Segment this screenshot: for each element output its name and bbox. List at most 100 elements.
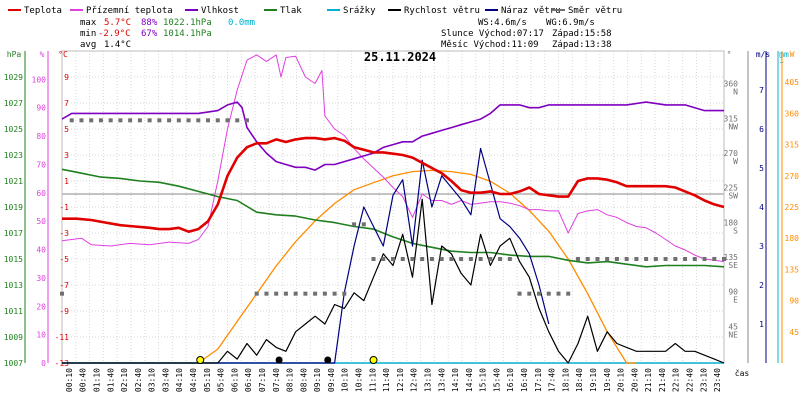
series-solar: [197, 169, 637, 364]
stats-max-temp: 5.7°C: [104, 18, 131, 28]
tick-humidity: 90: [36, 104, 46, 113]
tick-time: 19:10: [589, 368, 598, 392]
tick-time: 23:10: [699, 368, 708, 392]
tick-direction: 45: [728, 322, 738, 331]
wind-direction-point: [293, 291, 298, 296]
wind-direction-point: [79, 118, 84, 123]
sun-rise-info: Slunce Východ:07:17: [441, 29, 544, 39]
tick-direction-label: NE: [728, 330, 738, 339]
tick-wind: 2: [759, 281, 764, 290]
tick-direction: 270: [724, 149, 739, 158]
tick-time: 05:10: [203, 368, 212, 392]
wind-direction-point: [176, 118, 181, 123]
wind-direction-point: [157, 118, 162, 123]
tick-time: 14:40: [465, 368, 474, 392]
tick-wind: 7: [759, 86, 764, 95]
wind-direction-point: [400, 257, 405, 261]
wind-direction-point: [644, 257, 649, 261]
axis-unit-hpa: hPa: [7, 50, 22, 59]
wind-direction-point: [283, 291, 288, 296]
tick-time: 08:10: [286, 368, 295, 392]
wind-direction-point: [546, 291, 551, 296]
tick-time: 03:40: [161, 368, 170, 392]
wind-direction-point: [488, 257, 493, 261]
axis-unit-percent: %: [40, 50, 45, 59]
legend-label: Přízemní teplota: [86, 6, 173, 16]
tick-time: 10:10: [341, 368, 350, 392]
tick-time: 06:10: [230, 368, 239, 392]
wind-direction-point: [108, 118, 113, 123]
tick-temperature: -13: [55, 359, 70, 368]
wind-direction-point: [147, 118, 152, 123]
wind-direction-point: [98, 118, 103, 123]
wind-direction-point: [313, 291, 318, 296]
tick-solar: 270: [785, 172, 800, 181]
stats-min-temp: -2.9°C: [98, 29, 131, 39]
tick-solar: 90: [789, 297, 799, 306]
tick-time: 20:10: [617, 368, 626, 392]
legend-label: Srážky: [343, 6, 376, 16]
wind-direction-point: [517, 291, 522, 296]
wind-direction-point: [556, 291, 561, 296]
tick-time: 02:40: [134, 368, 143, 392]
tick-solar: 135: [785, 265, 800, 274]
tick-time: 07:10: [258, 368, 267, 392]
tick-wind: 3: [759, 242, 764, 251]
tick-time: 12:10: [396, 368, 405, 392]
wind-direction-point: [186, 118, 191, 123]
tick-humidity: 70: [36, 160, 46, 169]
moonrise-marker: [275, 356, 283, 364]
wind-direction-point: [459, 257, 464, 261]
wind-direction-point: [60, 291, 64, 296]
legend-label: Rychlost větru: [404, 6, 480, 16]
moon-rise-info: Měsíc Východ:11:09: [441, 40, 539, 50]
legend-label: Vlhkost: [201, 6, 239, 16]
tick-pressure: 1019: [4, 203, 23, 212]
tick-temperature: -5: [59, 255, 69, 264]
tick-time: 14:10: [451, 368, 460, 392]
wind-speed-info: WS:4.6m/s: [478, 18, 527, 28]
wind-direction-point: [429, 257, 434, 261]
stats-avg-temp: 1.4°C: [104, 40, 131, 50]
tick-temperature: -7: [59, 281, 69, 290]
wind-direction-point: [634, 257, 639, 261]
tick-time: 17:10: [534, 368, 543, 392]
stats-max-hum: 88%: [141, 18, 158, 28]
wind-direction-point: [89, 118, 94, 123]
tick-temperature: -11: [55, 333, 70, 342]
wind-direction-point: [69, 118, 74, 123]
tick-pressure: 1011: [4, 307, 23, 316]
wind-direction-point: [391, 257, 395, 261]
wind-direction-point: [118, 118, 123, 123]
tick-direction-label: E: [733, 296, 738, 305]
wind-direction-point: [420, 257, 425, 261]
wind-direction-point: [663, 257, 668, 261]
axis-unit-w: W: [790, 50, 795, 59]
tick-time: 00:40: [79, 368, 88, 392]
wind-direction-point: [322, 291, 327, 296]
wind-gust-info: WG:6.9m/s: [546, 18, 595, 28]
tick-direction-label: SE: [728, 261, 738, 270]
wind-direction-point: [128, 118, 133, 123]
axis-unit-mm: mm: [779, 50, 789, 59]
series-vlhkost: [61, 101, 724, 171]
tick-time: 11:40: [382, 368, 391, 392]
tick-time: 13:40: [437, 368, 446, 392]
axis-unit-cas: čas: [735, 368, 750, 378]
tick-solar: 360: [785, 109, 800, 118]
wind-direction-point: [215, 118, 220, 123]
tick-pressure: 1021: [4, 177, 23, 186]
tick-direction: 360: [724, 80, 739, 89]
tick-time: 22:40: [686, 368, 695, 392]
stats-min-hum: 67%: [141, 29, 158, 39]
tick-time: 20:40: [630, 368, 639, 392]
tick-wind: 1: [759, 320, 764, 329]
wind-direction-point: [352, 222, 357, 227]
wind-direction-point: [196, 118, 201, 123]
chart-series: [60, 54, 726, 364]
moon-set-info: Západ:13:38: [552, 40, 612, 50]
axis-unit-celsius: °C: [58, 50, 68, 59]
sunrise-marker: [196, 356, 205, 364]
tick-time: 18:10: [561, 368, 570, 392]
tick-humidity: 60: [36, 189, 46, 198]
